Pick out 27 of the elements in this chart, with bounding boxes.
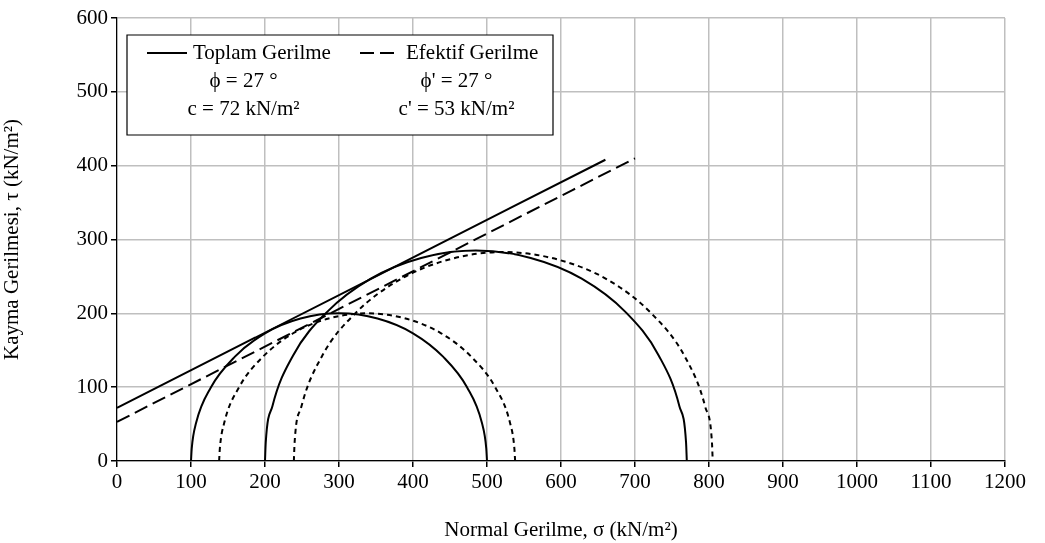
y-axis-title: Kayma Gerilmesi, τ (kN/m²) bbox=[0, 118, 24, 361]
x-tick-label: 200 bbox=[249, 469, 281, 494]
x-tick-label: 300 bbox=[323, 469, 355, 494]
x-tick-label: 400 bbox=[397, 469, 429, 494]
annotation: ϕ = 27 ° bbox=[209, 67, 278, 92]
x-tick-label: 100 bbox=[175, 469, 207, 494]
y-tick-label: 400 bbox=[76, 152, 108, 177]
x-tick-label: 1000 bbox=[836, 469, 878, 494]
legend-label: Toplam Gerilme bbox=[193, 39, 331, 64]
x-axis-title: Normal Gerilme, σ (kN/m²) bbox=[444, 516, 678, 541]
annotation: c = 72 kN/m² bbox=[187, 95, 300, 120]
y-tick-label: 300 bbox=[76, 226, 108, 251]
y-tick-label: 500 bbox=[76, 78, 108, 103]
legend-label: Efektif Gerilme bbox=[406, 39, 539, 64]
annotation: ϕ' = 27 ° bbox=[420, 67, 493, 92]
annotation: c' = 53 kN/m² bbox=[398, 95, 515, 120]
x-tick-label: 800 bbox=[693, 469, 725, 494]
x-tick-label: 700 bbox=[619, 469, 651, 494]
y-tick-label: 200 bbox=[76, 299, 108, 324]
x-tick-label: 1200 bbox=[984, 469, 1026, 494]
x-tick-label: 600 bbox=[545, 469, 577, 494]
y-tick-label: 600 bbox=[76, 4, 108, 29]
y-tick-label: 0 bbox=[97, 447, 108, 472]
y-tick-label: 100 bbox=[76, 373, 108, 398]
x-tick-label: 500 bbox=[471, 469, 503, 494]
x-tick-label: 900 bbox=[767, 469, 799, 494]
x-tick-label: 1100 bbox=[910, 469, 952, 494]
